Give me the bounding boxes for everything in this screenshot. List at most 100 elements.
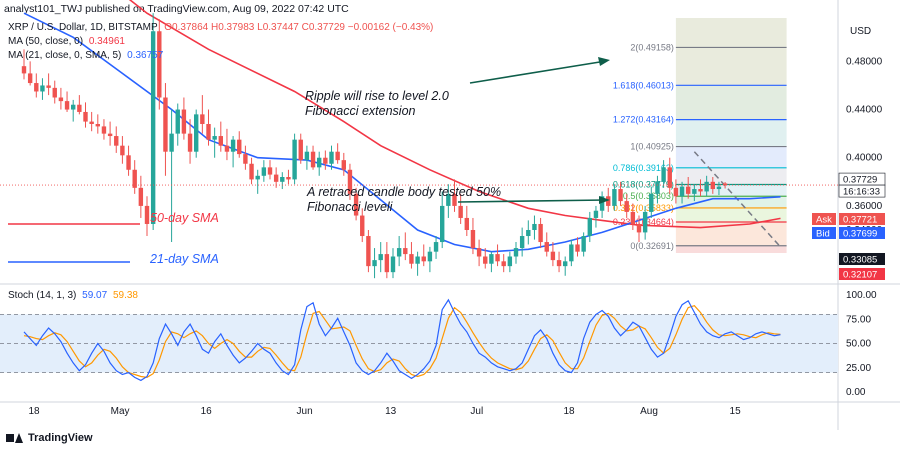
candle-body xyxy=(150,31,156,224)
candle-body xyxy=(224,145,230,152)
candle-body xyxy=(433,242,439,252)
candle-body xyxy=(261,167,267,176)
price-badge-value: 0.37721 xyxy=(843,215,877,226)
candle-body xyxy=(372,260,377,267)
candle-body xyxy=(378,254,383,261)
fib-zone-fill xyxy=(675,196,787,208)
candle-body xyxy=(563,261,568,267)
fib-zone-fill-top xyxy=(675,18,787,48)
annotation-retrace-line1: A retraced candle body tested 50% xyxy=(306,185,501,199)
candle-body xyxy=(187,133,193,152)
candle-body xyxy=(58,97,64,102)
candle-body xyxy=(636,223,642,233)
publisher-header: analyst101_TWJ published on TradingView.… xyxy=(4,3,349,15)
ma21-value: 0.36757 xyxy=(127,50,164,61)
candle-body xyxy=(353,193,359,216)
candle-body xyxy=(27,73,33,84)
candle-body xyxy=(452,193,457,206)
fib-level-label: 0.786(0.39163) xyxy=(613,163,674,173)
arrow-to-50-level xyxy=(457,199,607,203)
annotation-21-sma: 21-day SMA xyxy=(149,252,219,266)
stoch-tick-label: 0.00 xyxy=(846,387,866,398)
candle-body xyxy=(21,66,27,74)
candle-body xyxy=(550,251,556,261)
candle-body xyxy=(698,189,703,192)
fib-level-label: 0.618(0.37779) xyxy=(613,179,674,189)
ma21-legend: MA (21, close, 0, SMA, 5) 0.36757 xyxy=(8,50,163,61)
candle-body xyxy=(630,211,636,224)
tradingview-footer[interactable]: TradingView xyxy=(6,432,93,444)
candle-body xyxy=(507,256,513,267)
candle-body xyxy=(495,254,500,262)
time-tick-label: May xyxy=(111,406,130,417)
candle-body xyxy=(360,215,365,237)
candle-body xyxy=(341,160,346,170)
arrow-to-extension xyxy=(469,60,607,84)
candle-body xyxy=(409,254,414,264)
stoch-band-fill xyxy=(0,314,838,373)
candle-body xyxy=(384,254,390,273)
candle-body xyxy=(649,193,654,212)
symbol-legend: XRP / U.S. Dollar, 1D, BITSTAMP O0.37864… xyxy=(8,22,433,33)
candle-body xyxy=(212,136,217,140)
ma50-line xyxy=(128,0,781,229)
candle-body xyxy=(624,201,629,212)
time-tick-label: 18 xyxy=(563,406,575,417)
candle-body xyxy=(575,244,580,252)
candle-body xyxy=(101,126,107,134)
price-badge-value: 0.37729 xyxy=(843,175,877,186)
stoch-label: Stoch (14, 1, 3) xyxy=(8,290,77,301)
candle-body xyxy=(132,169,137,188)
candle-body xyxy=(267,167,273,175)
candle-body xyxy=(483,256,488,264)
candle-body xyxy=(390,256,396,273)
candle-body xyxy=(513,248,519,257)
candle-body xyxy=(722,183,728,186)
price-badge xyxy=(839,268,885,280)
candle-body xyxy=(642,211,648,233)
stoch-tick-label: 75.00 xyxy=(846,314,871,325)
price-badge-value: 0.33085 xyxy=(843,255,877,266)
time-tick-label: Jul xyxy=(470,406,483,417)
candle-body xyxy=(519,236,525,249)
fib-level-label: 2(0.49158) xyxy=(630,42,674,52)
tradingview-logo-icon xyxy=(6,432,24,444)
candle-body xyxy=(200,114,205,124)
price-badge-tag-label: Bid xyxy=(816,229,830,240)
price-badge-tag xyxy=(812,227,836,239)
candle-body xyxy=(83,111,88,122)
candle-body xyxy=(532,223,537,230)
candle-body xyxy=(673,187,679,197)
candle-body xyxy=(612,189,617,206)
stoch-d-value: 59.38 xyxy=(112,290,138,301)
candle-body xyxy=(120,145,125,156)
fib-level-label: 1(0.40925) xyxy=(630,142,674,152)
candle-body xyxy=(440,205,445,243)
candle-body xyxy=(716,186,722,190)
time-tick-label: 18 xyxy=(28,406,40,417)
ohlc-values: O0.37864 H0.37983 L0.37447 C0.37729 −0.0… xyxy=(164,22,434,33)
candle-body xyxy=(298,139,303,161)
candle-body xyxy=(64,101,70,110)
candle-body xyxy=(347,169,353,194)
candle-body xyxy=(280,177,285,182)
candle-body xyxy=(175,109,180,134)
candle-body xyxy=(581,236,586,252)
price-tick-label: 0.44000 xyxy=(846,105,883,116)
candle-body xyxy=(71,104,76,110)
candle-body xyxy=(544,242,549,252)
stoch-tick-label: 25.00 xyxy=(846,363,871,374)
candle-body xyxy=(538,223,543,243)
price-badge xyxy=(839,253,885,265)
price-badge xyxy=(839,227,885,239)
stoch-d-line xyxy=(23,305,781,379)
candle-body xyxy=(46,85,51,88)
annotation-50-sma: 50-day SMA xyxy=(150,211,219,225)
candle-body xyxy=(255,175,260,180)
candle-body xyxy=(126,155,131,170)
candle-body xyxy=(667,167,672,188)
stoch-k-value: 59.07 xyxy=(82,290,108,301)
fib-zone-fill xyxy=(675,245,787,253)
candle-body xyxy=(304,151,310,161)
fib-level-label: 1.618(0.46013) xyxy=(613,80,674,90)
